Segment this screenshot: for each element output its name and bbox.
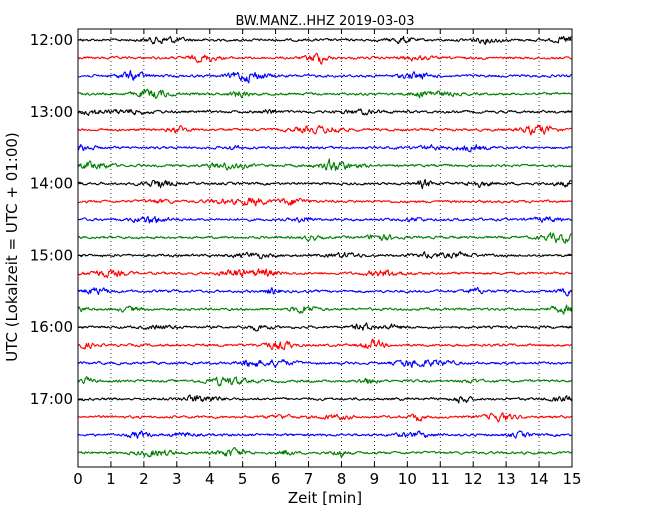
trace-1200: [77, 35, 572, 45]
trace-1445: [77, 232, 572, 244]
x-axis-label: Zeit [min]: [288, 489, 362, 507]
chart-title: BW.MANZ..HHZ 2019-03-03: [235, 14, 414, 29]
x-tick-label: 4: [205, 470, 215, 488]
y-axis-ticks: 12:00 13:00 14:00 15:00 16:00 17:00: [30, 31, 572, 408]
trace-1315: [77, 124, 572, 136]
trace-1730: [77, 430, 572, 439]
trace-1430: [77, 215, 572, 224]
trace-layer: [77, 35, 573, 458]
grid-lines: [110, 29, 540, 467]
x-tick-label: 9: [370, 470, 380, 488]
y-axis-label: UTC (Lokalzeit = UTC + 01:00): [3, 132, 21, 362]
trace-1230: [77, 69, 572, 84]
x-axis-ticks: 0 1 2 3 4 5 6 7 8 9 10 11 12 13 14 15: [73, 29, 582, 488]
x-tick-label: 2: [139, 470, 149, 488]
x-tick-label: 12: [464, 470, 483, 488]
trace-1715: [77, 412, 572, 423]
y-tick-label: 17:00: [30, 390, 73, 408]
x-tick-label: 3: [172, 470, 182, 488]
plot-frame: [77, 28, 573, 468]
trace-1745: [77, 446, 572, 458]
trace-1600: [77, 322, 572, 332]
y-tick-label: 15:00: [30, 246, 73, 264]
trace-1345: [77, 158, 572, 171]
trace-1515: [77, 268, 572, 279]
x-tick-label: 10: [398, 470, 417, 488]
x-tick-label: 0: [73, 470, 83, 488]
trace-1500: [77, 251, 572, 260]
trace-1615: [77, 338, 572, 351]
x-tick-label: 15: [562, 470, 581, 488]
trace-1415: [77, 197, 572, 207]
trace-1545: [77, 304, 573, 315]
trace-1530: [77, 286, 573, 297]
x-tick-label: 11: [431, 470, 450, 488]
x-tick-label: 7: [304, 470, 314, 488]
trace-1645: [77, 376, 572, 387]
trace-1215: [77, 52, 572, 65]
trace-1400: [77, 179, 572, 190]
trace-1300: [77, 108, 572, 117]
x-tick-label: 6: [271, 470, 281, 488]
x-tick-label: 5: [238, 470, 248, 488]
x-tick-label: 8: [337, 470, 347, 488]
x-tick-label: 14: [530, 470, 549, 488]
trace-1330: [77, 143, 572, 153]
x-tick-label: 1: [106, 470, 116, 488]
y-tick-label: 13:00: [30, 103, 73, 121]
y-tick-label: 14:00: [30, 175, 73, 193]
y-tick-label: 12:00: [30, 31, 73, 49]
x-tick-label: 13: [497, 470, 516, 488]
y-tick-label: 16:00: [30, 318, 73, 336]
trace-1630: [77, 359, 572, 369]
trace-1245: [77, 88, 572, 100]
trace-1700: [77, 394, 573, 404]
